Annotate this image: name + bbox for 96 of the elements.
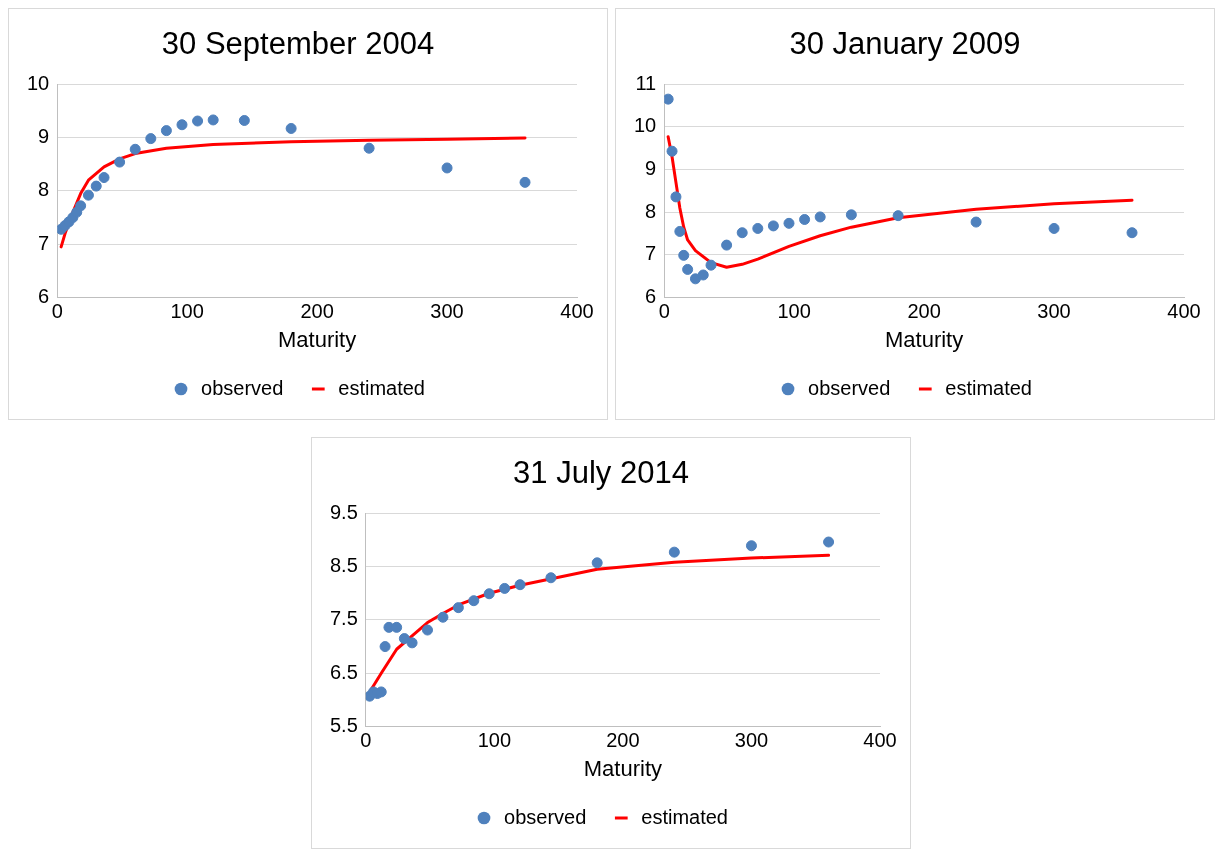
point bbox=[452, 602, 464, 614]
point bbox=[823, 536, 835, 548]
y-tick-label: 10 bbox=[27, 71, 50, 94]
point bbox=[129, 143, 141, 155]
x-tick-label: 400 bbox=[560, 300, 594, 323]
point bbox=[670, 191, 682, 203]
chart-title: 30 January 2009 bbox=[789, 26, 1021, 62]
y-tick-label: 7 bbox=[645, 242, 657, 265]
point bbox=[666, 145, 678, 157]
y-tick-label: 6.5 bbox=[329, 660, 358, 683]
point bbox=[90, 180, 102, 192]
point bbox=[285, 122, 297, 134]
y-tick-label: 5.5 bbox=[329, 714, 358, 737]
point bbox=[514, 579, 526, 591]
chart-title: 30 September 2004 bbox=[161, 26, 435, 62]
x-tick-label: 100 bbox=[777, 300, 811, 323]
x-axis-title: Maturity bbox=[278, 326, 357, 352]
point bbox=[483, 588, 495, 600]
point bbox=[468, 595, 480, 607]
point bbox=[441, 162, 453, 174]
x-axis-title: Maturity bbox=[583, 755, 663, 781]
point bbox=[207, 114, 219, 126]
point bbox=[736, 227, 748, 239]
y-tick-label: 9 bbox=[38, 125, 50, 148]
point bbox=[145, 133, 157, 145]
legend-label: observed bbox=[808, 376, 891, 399]
legend-label: observed bbox=[201, 376, 284, 399]
point bbox=[591, 557, 603, 569]
x-tick-label: 100 bbox=[170, 300, 204, 323]
point bbox=[545, 572, 557, 584]
point bbox=[379, 641, 391, 653]
x-tick-label: 0 bbox=[360, 729, 372, 752]
point bbox=[238, 114, 250, 126]
point bbox=[114, 156, 126, 168]
point bbox=[1048, 222, 1060, 234]
x-tick-label: 200 bbox=[606, 729, 640, 752]
x-tick-label: 400 bbox=[1167, 300, 1201, 323]
point bbox=[697, 269, 709, 281]
y-tick-label: 8 bbox=[38, 178, 50, 201]
point bbox=[745, 540, 757, 552]
x-axis-title: Maturity bbox=[885, 326, 964, 352]
point bbox=[814, 211, 826, 223]
point bbox=[98, 172, 110, 184]
point bbox=[1126, 227, 1138, 239]
point bbox=[752, 222, 764, 234]
point bbox=[892, 210, 904, 222]
point bbox=[363, 142, 375, 154]
point bbox=[674, 225, 686, 237]
y-tick-label: 8.5 bbox=[329, 554, 358, 577]
point bbox=[668, 546, 680, 558]
legend-label: estimated bbox=[641, 805, 728, 828]
x-tick-label: 400 bbox=[863, 729, 897, 752]
x-tick-label: 0 bbox=[51, 300, 63, 323]
point bbox=[406, 637, 418, 649]
point bbox=[160, 125, 172, 137]
y-tick-label: 9.5 bbox=[329, 500, 358, 523]
point bbox=[767, 220, 779, 232]
legend-label: estimated bbox=[945, 376, 1032, 399]
x-tick-label: 300 bbox=[430, 300, 464, 323]
point bbox=[664, 93, 674, 105]
legend-label: estimated bbox=[338, 376, 425, 399]
point bbox=[398, 633, 410, 645]
point bbox=[391, 621, 403, 633]
y-tick-label: 11 bbox=[635, 71, 657, 94]
y-tick-label: 7.5 bbox=[329, 607, 358, 630]
x-tick-label: 200 bbox=[907, 300, 941, 323]
y-tick-label: 9 bbox=[645, 157, 657, 180]
point bbox=[176, 119, 188, 131]
point bbox=[192, 115, 204, 127]
x-tick-label: 100 bbox=[477, 729, 512, 752]
point bbox=[519, 176, 531, 188]
point bbox=[678, 249, 690, 261]
point bbox=[75, 200, 87, 212]
y-tick-label: 6 bbox=[38, 285, 50, 308]
y-tick-label: 6 bbox=[645, 285, 657, 308]
point bbox=[682, 263, 694, 275]
point bbox=[845, 209, 857, 221]
y-tick-label: 8 bbox=[645, 199, 657, 222]
chart-title: 31 July 2014 bbox=[513, 455, 689, 491]
y-tick-label: 10 bbox=[634, 114, 657, 137]
point bbox=[721, 239, 733, 251]
x-tick-label: 300 bbox=[734, 729, 769, 752]
point bbox=[970, 216, 982, 228]
y-tick-label: 7 bbox=[38, 231, 50, 254]
point bbox=[705, 259, 717, 271]
x-tick-label: 300 bbox=[1037, 300, 1071, 323]
legend-label: observed bbox=[504, 805, 587, 828]
x-tick-label: 0 bbox=[658, 300, 670, 323]
point bbox=[422, 624, 434, 636]
point bbox=[499, 582, 511, 594]
x-tick-label: 200 bbox=[300, 300, 334, 323]
point bbox=[437, 611, 449, 623]
point bbox=[689, 273, 701, 285]
point bbox=[82, 189, 94, 201]
point bbox=[799, 214, 811, 225]
point bbox=[783, 217, 795, 229]
